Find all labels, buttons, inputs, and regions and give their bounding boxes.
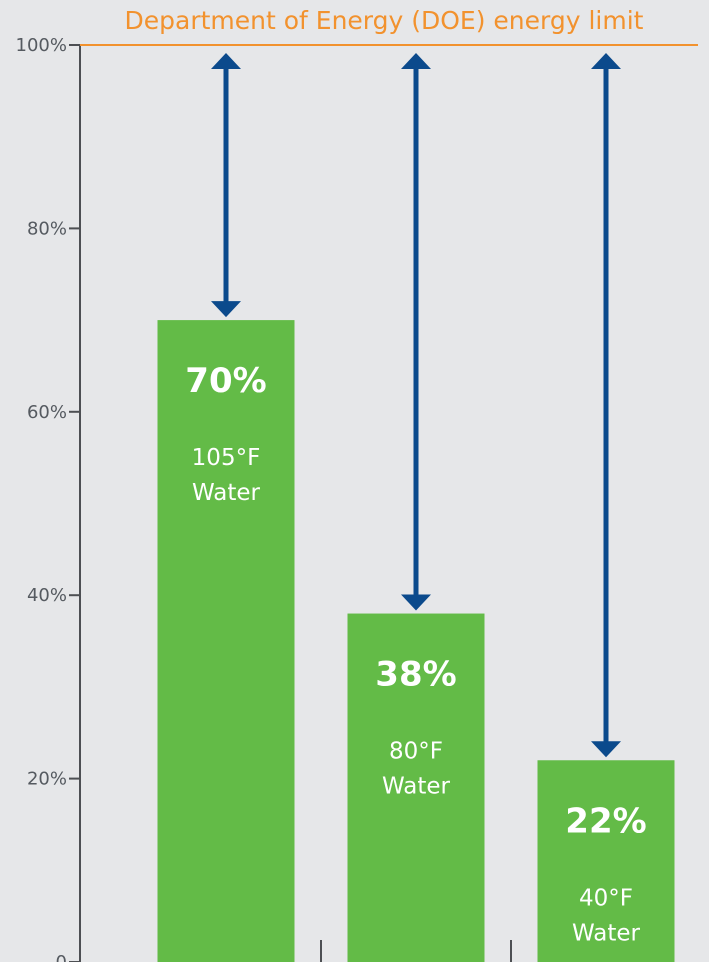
arrow-head-up [401, 53, 431, 69]
arrow-head-down [591, 741, 621, 758]
energy-limit-label: Department of Energy (DOE) energy limit [125, 6, 644, 35]
bar-description-line: Water [382, 774, 451, 800]
bar-2: 38% 80°F Water [347, 613, 485, 962]
energy-limit-reference: Department of Energy (DOE) energy limit [80, 6, 698, 46]
y-tick-label: 80% [27, 218, 67, 239]
bar-description-line: 80°F [389, 739, 443, 765]
arrow-head-up [591, 53, 621, 69]
bar-description-line: 40°F [579, 885, 633, 911]
bar-value-label: 70% [185, 361, 266, 401]
bar-rect [537, 760, 675, 962]
bar-value-label: 38% [375, 655, 456, 695]
gap-arrows [211, 53, 621, 758]
y-tick-label: 0 [56, 952, 67, 962]
bars: 70% 105°F Water 38% 80°F Water 22% 40°F Water [157, 320, 675, 962]
bar-description-line: Water [192, 480, 261, 506]
bar-rect [347, 613, 485, 962]
gap-arrow-2 [401, 53, 431, 611]
bar-value-label: 22% [565, 801, 646, 841]
bar-1: 70% 105°F Water [157, 320, 295, 962]
y-tick-label: 40% [27, 585, 67, 606]
arrow-head-down [401, 594, 431, 611]
y-tick-label: 100% [16, 35, 67, 56]
x-axis [320, 940, 512, 962]
y-axis: 0 20% 40% 60% 80% 100% [16, 35, 81, 962]
y-tick-label: 20% [27, 769, 67, 790]
bar-description-line: Water [572, 920, 641, 946]
y-tick-label: 60% [27, 402, 67, 423]
gap-arrow-3 [591, 53, 621, 758]
bar-description-line: 105°F [192, 445, 261, 471]
arrow-head-up [211, 53, 241, 69]
bar-3: 22% 40°F Water [537, 760, 675, 962]
gap-arrow-1 [211, 53, 241, 318]
bar-rect [157, 320, 295, 962]
arrow-head-down [211, 301, 241, 318]
